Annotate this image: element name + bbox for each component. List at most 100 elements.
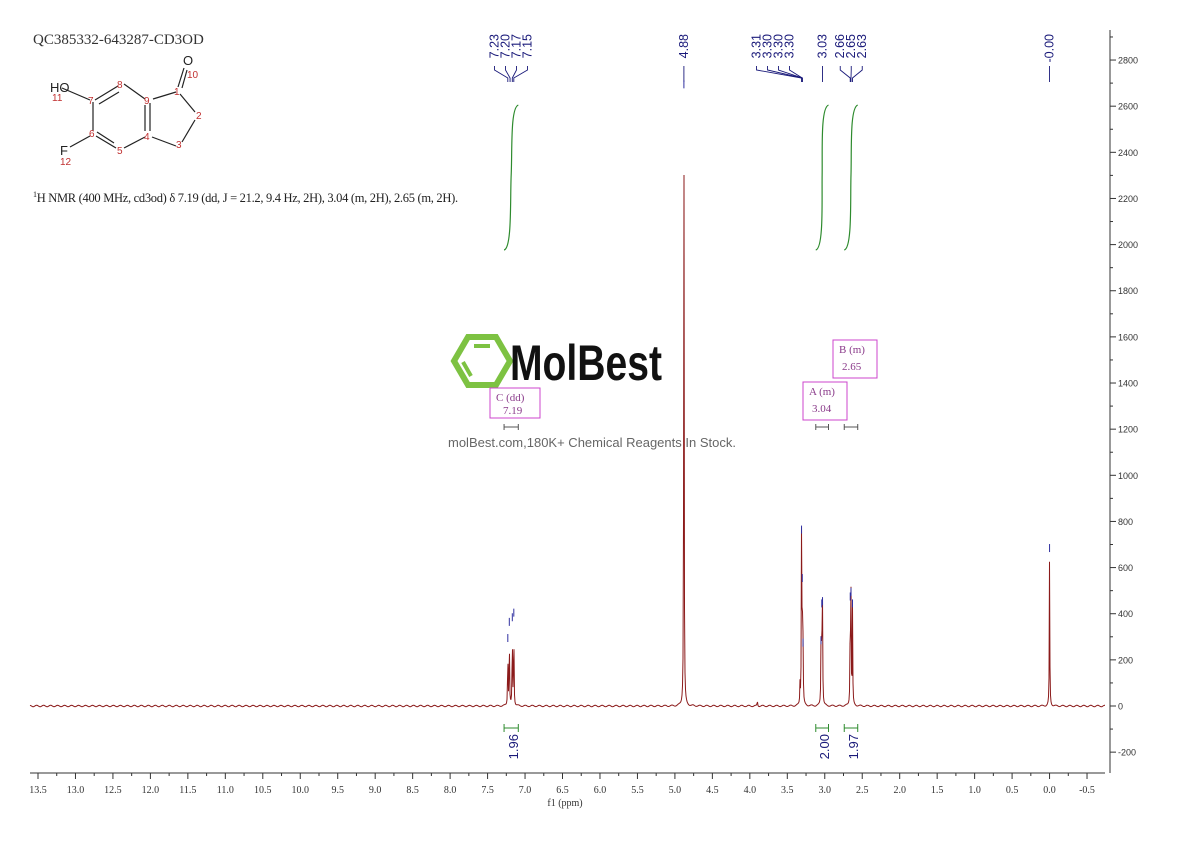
integral-range-bar xyxy=(503,724,519,732)
sample-title: QC385332-643287-CD3OD xyxy=(33,32,204,48)
multiplet-annotations: C (dd)7.19 A (m) 3.04 B (m) 2.65 xyxy=(489,339,878,430)
watermark-tagline: molBest.com,180K+ Chemical Reagents In S… xyxy=(448,435,736,450)
integral-curve xyxy=(815,104,829,251)
peak-label: 3.30 xyxy=(783,34,797,58)
y-tick-label: 800 xyxy=(1118,517,1133,527)
x-tick-label: 6.5 xyxy=(556,785,569,796)
atom-number: 10 xyxy=(187,70,199,81)
peak-markers xyxy=(507,80,1051,647)
x-tick-label: 12.0 xyxy=(142,785,160,796)
peak-label: 3.03 xyxy=(816,34,830,58)
integral-curve xyxy=(503,104,519,251)
x-tick-label: 8.5 xyxy=(406,785,419,796)
x-tick-label: 9.0 xyxy=(369,785,382,796)
y-tick-label: 600 xyxy=(1118,563,1133,573)
x-tick-label: 0.0 xyxy=(1043,785,1056,796)
x-tick-label: 1.5 xyxy=(931,785,944,796)
atom-number: 3 xyxy=(176,140,182,151)
molecule-structure xyxy=(61,67,196,149)
peak-label: -0.00 xyxy=(1043,34,1057,63)
peak-label: 3.31 xyxy=(750,34,764,58)
y-tick-label: 0 xyxy=(1118,702,1123,712)
atom-label: F xyxy=(60,143,68,158)
atom-number: 1 xyxy=(174,87,180,98)
peak-label-connector xyxy=(839,66,851,82)
y-tick-label: 2200 xyxy=(1118,194,1138,204)
y-tick-label: 1400 xyxy=(1118,379,1138,389)
y-tick-label: 1200 xyxy=(1118,425,1138,435)
peak-label-connector xyxy=(852,66,863,82)
multiplet-range xyxy=(843,424,859,430)
x-tick-label: 13.5 xyxy=(29,785,47,796)
x-tick-label: -0.5 xyxy=(1079,785,1095,796)
y-axis: -200 0 200 400 600 800 1000 1200 1400 1600 1800 200… xyxy=(1109,30,1138,773)
nmr-description: 1H NMR (400 MHz, cd3od) δ 7.19 (dd, J = … xyxy=(33,190,458,206)
y-tick-label: -200 xyxy=(1118,748,1136,758)
peak-label-connector xyxy=(511,66,517,82)
x-tick-label: 2.0 xyxy=(893,785,906,796)
multiplet-label: A (m) xyxy=(809,386,835,398)
integral-value: 1.97 xyxy=(846,734,861,759)
peak-label-connector xyxy=(513,66,528,82)
peak-label: 7.20 xyxy=(498,34,512,58)
molbest-watermark: MolBest molBest.com,180K+ Chemical Reage… xyxy=(448,334,736,450)
peak-label: 2.63 xyxy=(855,34,869,58)
peak-labels: 7.237.207.177.15 4.88 3.313.303.303.30 3.03… xyxy=(487,34,1057,82)
peak-label: 7.15 xyxy=(520,34,534,58)
atom-number: 9 xyxy=(144,96,150,107)
multiplet-box xyxy=(489,387,541,419)
description-text: H NMR (400 MHz, cd3od) δ 7.19 (dd, J = 2… xyxy=(36,191,458,206)
x-tick-label: 3.0 xyxy=(819,785,832,796)
x-tick-label: 2.5 xyxy=(856,785,869,796)
x-tick-label: 6.0 xyxy=(594,785,607,796)
peak-label-connector xyxy=(778,66,803,82)
atom-number: 12 xyxy=(60,157,72,168)
atom-label: O xyxy=(183,53,193,68)
multiplet-shift: 2.65 xyxy=(842,361,862,373)
y-tick-label: 2400 xyxy=(1118,148,1138,158)
x-tick-label: 4.0 xyxy=(744,785,757,796)
atom-number: 7 xyxy=(88,96,94,107)
peak-label: 7.23 xyxy=(487,34,501,58)
y-tick-label: 1600 xyxy=(1118,332,1138,342)
multiplet-box xyxy=(802,381,848,421)
peak-label-connector xyxy=(789,66,803,82)
x-tick-label: 13.0 xyxy=(67,785,85,796)
integral-range-bar xyxy=(815,724,830,732)
y-tick-label: 400 xyxy=(1118,609,1133,619)
integral-range-bar xyxy=(843,724,859,732)
x-tick-label: 1.0 xyxy=(968,785,981,796)
x-tick-label: 5.5 xyxy=(631,785,644,796)
peak-label-connector xyxy=(767,66,803,82)
atom-number: 11 xyxy=(52,93,63,104)
multiplet-label: B (m) xyxy=(839,344,865,356)
x-tick-label: 4.5 xyxy=(706,785,719,796)
molecule-labels: HO F O xyxy=(50,53,193,158)
y-tick-label: 1800 xyxy=(1118,286,1138,296)
peak-label: 7.17 xyxy=(509,34,523,58)
hexagon-logo-icon xyxy=(450,334,514,388)
atom-number: 4 xyxy=(144,132,150,143)
x-tick-label: 3.5 xyxy=(781,785,794,796)
peak-label-connector xyxy=(756,66,802,82)
spectrum-line xyxy=(29,174,1105,708)
peak-label: 3.30 xyxy=(772,34,786,58)
integral-value: 1.96 xyxy=(506,734,521,759)
x-tick-label: 9.5 xyxy=(331,785,344,796)
multiplet-range xyxy=(815,424,830,430)
atom-number: 8 xyxy=(117,80,123,91)
x-axis: 13.5 13.0 12.5 12.0 11.5 11.0 10.5 10.0 9.5 9.0 8.… xyxy=(29,772,1105,796)
peak-label-connector xyxy=(494,66,509,82)
x-tick-label: 8.0 xyxy=(444,785,457,796)
brand-logo: MolBest xyxy=(510,335,662,391)
multiplet-box xyxy=(832,339,878,379)
integral-value: 2.00 xyxy=(817,734,832,759)
superscript: 1 xyxy=(33,190,37,199)
x-tick-label: 10.5 xyxy=(254,785,272,796)
peak-label: 4.88 xyxy=(677,34,691,58)
x-axis-label: f1 (ppm) xyxy=(547,798,582,809)
atom-number: 5 xyxy=(117,146,123,157)
x-tick-label: 10.0 xyxy=(292,785,310,796)
atom-number: 6 xyxy=(89,129,95,140)
